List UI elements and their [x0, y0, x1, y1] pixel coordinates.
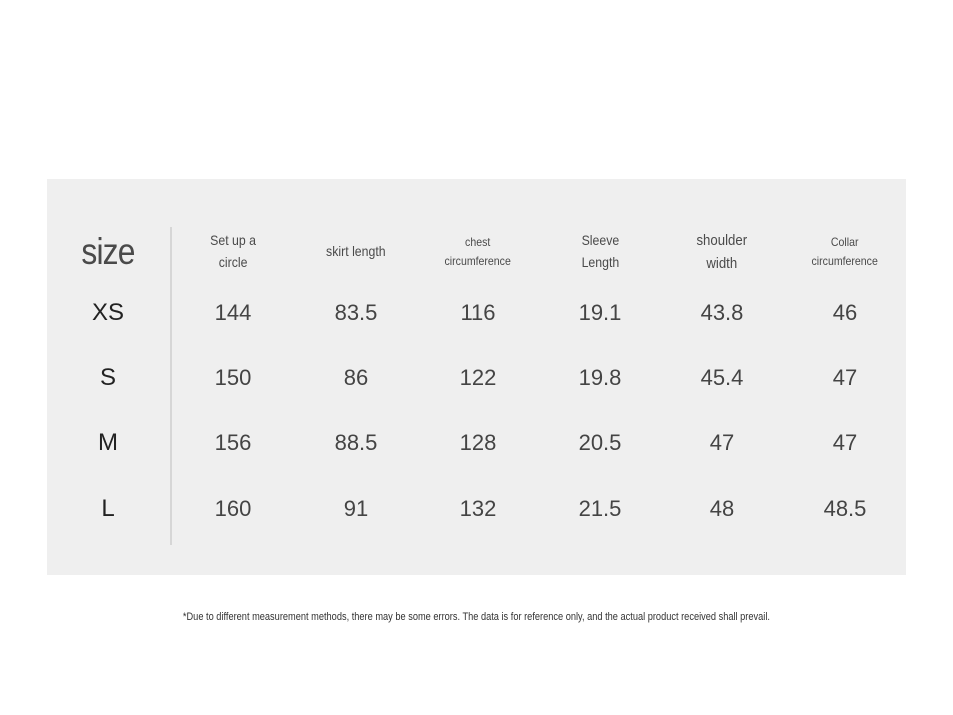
column-header: shoulder width — [662, 219, 782, 285]
column-header-label: Set up a circle — [210, 232, 256, 270]
measurement-cell: 116 — [460, 300, 496, 325]
measurement-cell: 156 — [214, 430, 252, 455]
measurement-cell: 46 — [832, 300, 858, 325]
column-divider — [170, 227, 172, 545]
measurement-cell: 86 — [343, 365, 369, 390]
disclaimer-text: *Due to different measurement methods, t… — [182, 611, 771, 623]
measurement-cell: 47 — [832, 430, 858, 455]
column-header: Set up a circle — [173, 219, 293, 285]
measurement-cell: 122 — [459, 365, 497, 390]
column-header-label: chest circumference — [444, 235, 512, 268]
measurement-disclaimer: *Due to different measurement methods, t… — [0, 611, 953, 623]
column-header: chest circumference — [418, 219, 538, 285]
measurement-cell: 47 — [832, 365, 858, 390]
measurement-cell: 19.8 — [578, 365, 622, 390]
measurement-cell: 88.5 — [334, 430, 378, 455]
measurement-cell: 144 — [214, 300, 252, 325]
size-row-label: S — [99, 364, 116, 391]
measurement-cell: 132 — [459, 496, 497, 521]
measurement-cell: 20.5 — [578, 430, 622, 455]
measurement-cell: 150 — [214, 365, 252, 390]
measurement-cell: 19.1 — [578, 300, 622, 325]
size-column-heading: size — [81, 231, 135, 272]
column-header-label: skirt length — [326, 243, 386, 260]
size-row-label: M — [98, 429, 118, 456]
column-header-label: Collar circumference — [811, 235, 879, 268]
measurement-cell: 160 — [214, 496, 252, 521]
column-header: Collar circumference — [785, 219, 905, 285]
column-header-label: shoulder width — [696, 231, 748, 272]
measurement-cell: 91 — [343, 496, 369, 521]
column-header: skirt length — [296, 219, 416, 285]
column-header: Sleeve Length — [540, 219, 660, 285]
measurement-cell: 48.5 — [823, 496, 867, 521]
measurement-cell: 48 — [709, 496, 735, 521]
column-header-label: Sleeve Length — [581, 232, 619, 270]
measurement-cell: 21.5 — [578, 496, 622, 521]
measurement-cell: 83.5 — [334, 300, 378, 325]
measurement-cell: 47 — [709, 430, 735, 455]
size-row-label: L — [101, 495, 115, 522]
size-row-label: XS — [91, 299, 124, 326]
measurement-cell: 43.8 — [700, 300, 744, 325]
measurement-cell: 45.4 — [700, 365, 744, 390]
measurement-cell: 128 — [459, 430, 497, 455]
size-chart-panel: size Set up a circle skirt length chest ci… — [47, 179, 906, 575]
